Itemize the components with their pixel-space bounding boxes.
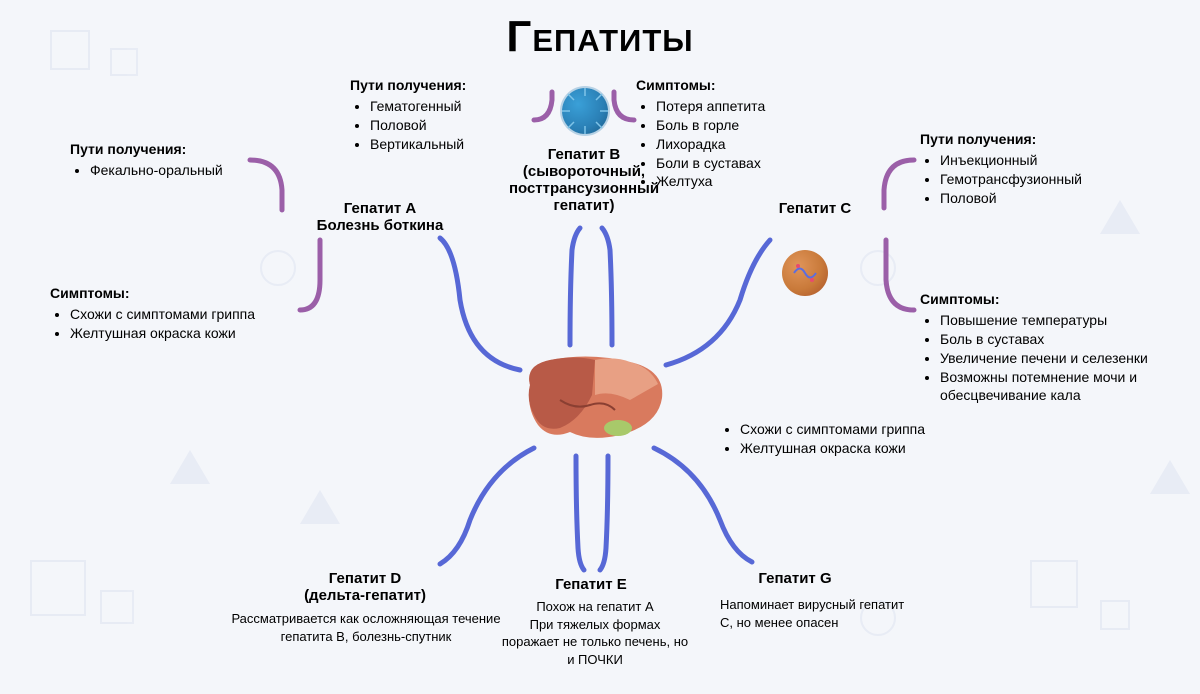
- list-item: Схожи с симптомами гриппа: [740, 420, 980, 439]
- hep-c-symptoms-list: Повышение температурыБоль в суставахУвел…: [920, 311, 1190, 405]
- list-item: Гематогенный: [370, 97, 540, 116]
- hep-c-routes-header: Пути получения:: [920, 130, 1160, 149]
- hep-e-desc: Похож на гепатит AПри тяжелых формах пор…: [500, 598, 690, 668]
- list-item: Половой: [940, 189, 1160, 208]
- list-item: Повышение температуры: [940, 311, 1190, 330]
- hep-c-routes: Пути получения: ИнъекционныйГемотрансфуз…: [920, 130, 1160, 208]
- hep-a-symptoms: Симптомы: Схожи с симптомами гриппаЖелту…: [50, 284, 310, 343]
- hep-a-symptoms-list: Схожи с симптомами гриппаЖелтушная окрас…: [50, 305, 310, 343]
- hep-d-label: Гепатит D(дельта-гепатит): [280, 570, 450, 604]
- hep-a-routes-list: Фекально-оральный: [70, 161, 250, 180]
- virus-c-icon: [782, 250, 828, 296]
- list-item: Возможны потемнение мочи и обесцвечивани…: [940, 368, 1190, 406]
- list-item: Гемотрансфузионный: [940, 170, 1160, 189]
- list-item: Половой: [370, 116, 540, 135]
- hep-c-symptoms-header: Симптомы:: [920, 290, 1190, 309]
- hep-b-routes-header: Пути получения:: [350, 76, 540, 95]
- hep-c-extra-list: Схожи с симптомами гриппаЖелтушная окрас…: [720, 420, 980, 458]
- list-item: Потеря аппетита: [656, 97, 836, 116]
- liver-icon: [520, 350, 670, 450]
- list-item: Боль в горле: [656, 116, 836, 135]
- main-title: Гепатиты: [0, 12, 1200, 62]
- hep-c-symptoms: Симптомы: Повышение температурыБоль в су…: [920, 290, 1190, 405]
- hep-b-symptoms-header: Симптомы:: [636, 76, 836, 95]
- hep-e-label: Гепатит E: [536, 576, 646, 593]
- list-item: Желтушная окраска кожи: [70, 324, 310, 343]
- hep-b-routes: Пути получения: ГематогенныйПоловойВерти…: [350, 76, 540, 154]
- hep-c-extra: Схожи с симптомами гриппаЖелтушная окрас…: [720, 420, 980, 458]
- list-item: Инъекционный: [940, 151, 1160, 170]
- hep-a-routes-header: Пути получения:: [70, 140, 250, 159]
- list-item: Схожи с симптомами гриппа: [70, 305, 310, 324]
- hep-a-symptoms-header: Симптомы:: [50, 284, 310, 303]
- list-item: Фекально-оральный: [90, 161, 250, 180]
- list-item: Увеличение печени и селезенки: [940, 349, 1190, 368]
- hep-a-routes: Пути получения: Фекально-оральный: [70, 140, 250, 180]
- hep-a-label: Гепатит AБолезнь боткина: [300, 200, 460, 234]
- hep-c-label: Гепатит C: [760, 200, 870, 217]
- hep-b-label: Гепатит B(сывороточный,посттрансузионный…: [484, 146, 684, 214]
- hep-g-desc: Напоминает вирусный гепатит C, но менее …: [720, 596, 920, 631]
- hep-c-routes-list: ИнъекционныйГемотрансфузионныйПоловой: [920, 151, 1160, 208]
- list-item: Боль в суставах: [940, 330, 1190, 349]
- hep-g-label: Гепатит G: [740, 570, 850, 587]
- hep-d-desc: Рассматривается как осложняющая течение …: [226, 610, 506, 645]
- list-item: Желтушная окраска кожи: [740, 439, 980, 458]
- virus-b-icon: [562, 88, 608, 134]
